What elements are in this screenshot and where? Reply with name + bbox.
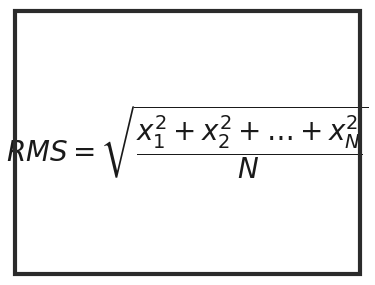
- Text: $\mathit{RMS} = \sqrt{\dfrac{x_1^2 + x_2^2 + \ldots + x_N^2}{N}}$: $\mathit{RMS} = \sqrt{\dfrac{x_1^2 + x_2…: [6, 104, 369, 181]
